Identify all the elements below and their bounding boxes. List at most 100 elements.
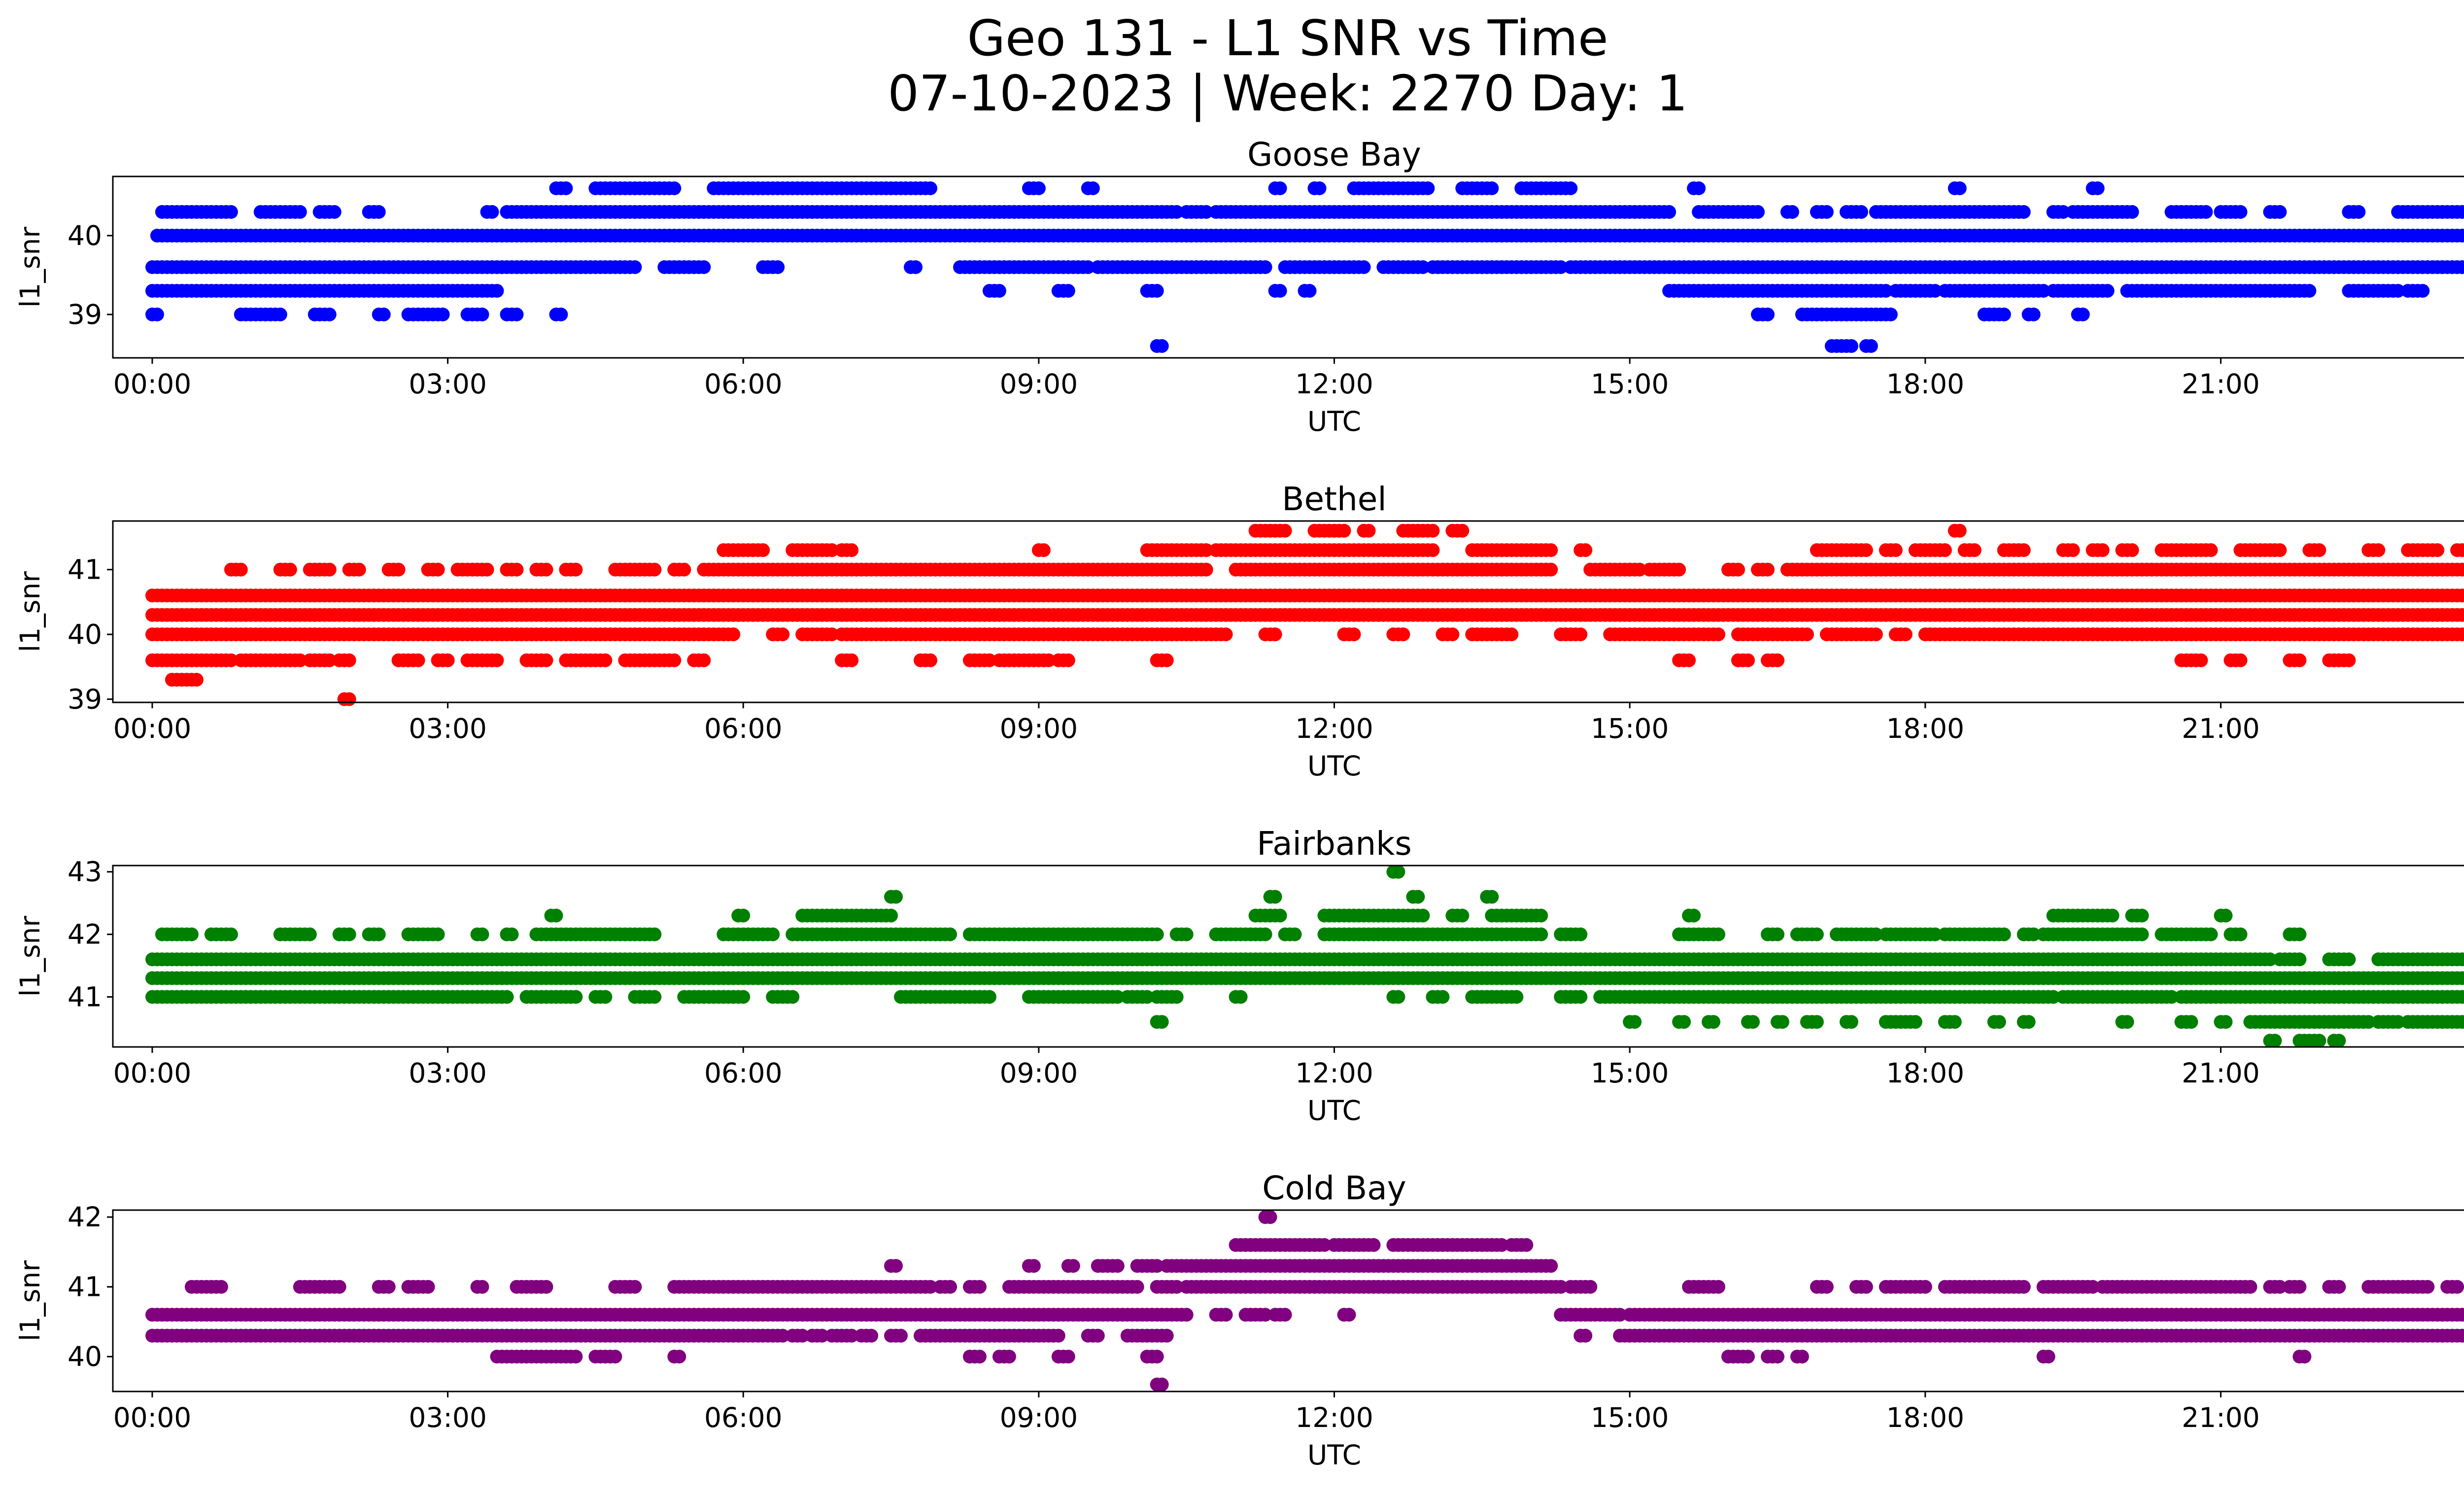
x-tick-label: 06:00 <box>704 368 783 400</box>
data-point <box>2302 284 2317 298</box>
data-point <box>1554 260 1568 274</box>
data-point <box>1258 260 1272 274</box>
data-point <box>441 653 455 667</box>
data-point <box>1662 205 1677 219</box>
data-point <box>342 653 356 667</box>
data-point <box>150 308 164 321</box>
data-point <box>628 260 642 274</box>
data-points <box>145 523 2464 706</box>
data-point <box>1761 562 1775 577</box>
y-tick-label: 41 <box>68 554 102 586</box>
data-point <box>569 990 583 1004</box>
x-tick-label: 03:00 <box>409 368 487 400</box>
data-point <box>1505 627 1519 641</box>
x-axis-label: UTC <box>1307 750 1361 782</box>
data-point <box>1844 339 1858 353</box>
data-point <box>1391 990 1405 1004</box>
data-point <box>2017 205 2031 219</box>
data-point <box>436 308 450 321</box>
data-point <box>1421 181 1435 195</box>
data-point <box>1086 181 1100 195</box>
data-point <box>2125 543 2139 557</box>
data-point <box>490 653 504 667</box>
data-point <box>667 653 682 667</box>
data-point <box>845 653 859 667</box>
data-point <box>539 562 553 577</box>
data-point <box>1869 627 1883 641</box>
y-axis-label: l1_snr <box>14 571 46 652</box>
data-point <box>376 308 391 321</box>
data-points <box>145 865 2464 1048</box>
data-point <box>1396 627 1410 641</box>
data-point <box>1952 523 1967 538</box>
data-point <box>736 990 751 1004</box>
data-point <box>2460 261 2464 274</box>
data-point <box>1711 627 1725 641</box>
x-tick-label: 09:00 <box>1000 368 1078 400</box>
x-tick-label: 15:00 <box>1591 713 1669 744</box>
data-point <box>490 284 504 298</box>
data-point <box>1997 308 2011 321</box>
data-point <box>322 308 337 321</box>
data-point <box>1800 627 1814 641</box>
data-point <box>1854 205 1868 219</box>
data-point <box>2371 543 2386 557</box>
data-point <box>1819 205 1834 219</box>
data-point <box>697 260 711 274</box>
data-point <box>1416 260 1430 274</box>
data-point <box>1436 990 1450 1004</box>
data-point <box>1362 523 1376 538</box>
x-tick-label: 12:00 <box>1295 713 1373 744</box>
data-point <box>391 562 406 577</box>
data-point <box>510 562 524 577</box>
data-point <box>2273 543 2287 557</box>
data-point <box>2066 543 2080 557</box>
data-point <box>1169 990 1184 1004</box>
data-point <box>2199 205 2213 219</box>
data-point <box>1785 205 1799 219</box>
y-tick-label: 40 <box>68 619 102 650</box>
data-point <box>1898 627 1913 641</box>
data-point <box>1278 523 1292 538</box>
data-point <box>273 308 287 321</box>
y-tick-label: 39 <box>68 683 102 715</box>
data-point <box>1879 284 1893 298</box>
figure-title-line1: Geo 131 - L1 SNR vs Time <box>967 9 1608 67</box>
data-point <box>1509 990 1524 1004</box>
x-tick-label: 00:00 <box>113 368 192 400</box>
y-tick-label: 40 <box>68 220 102 251</box>
data-point <box>189 673 204 687</box>
data-point <box>372 205 386 219</box>
data-point <box>2090 181 2105 195</box>
data-point <box>1751 205 1765 219</box>
data-point <box>2125 205 2139 219</box>
data-point <box>2391 284 2405 298</box>
data-point <box>1731 562 1745 577</box>
data-point <box>598 990 613 1004</box>
data-point <box>1081 260 1095 274</box>
data-point <box>1544 543 1558 557</box>
x-axis-label: UTC <box>1307 406 1361 437</box>
data-point <box>1485 181 1499 195</box>
data-point <box>1150 284 1164 298</box>
data-point <box>554 308 568 321</box>
data-point <box>1036 543 1051 557</box>
data-point <box>2430 543 2445 557</box>
data-point <box>2352 205 2366 219</box>
data-point <box>1692 181 1706 195</box>
x-tick-label: 00:00 <box>113 713 192 744</box>
data-point <box>1682 653 1696 667</box>
data-point <box>283 562 297 577</box>
data-point <box>2026 308 2041 321</box>
data-point <box>411 653 425 667</box>
data-point <box>352 562 366 577</box>
data-point <box>845 543 859 557</box>
data-point <box>431 562 445 577</box>
data-point <box>1337 523 1351 538</box>
data-point <box>2233 653 2248 667</box>
data-point <box>982 990 996 1004</box>
